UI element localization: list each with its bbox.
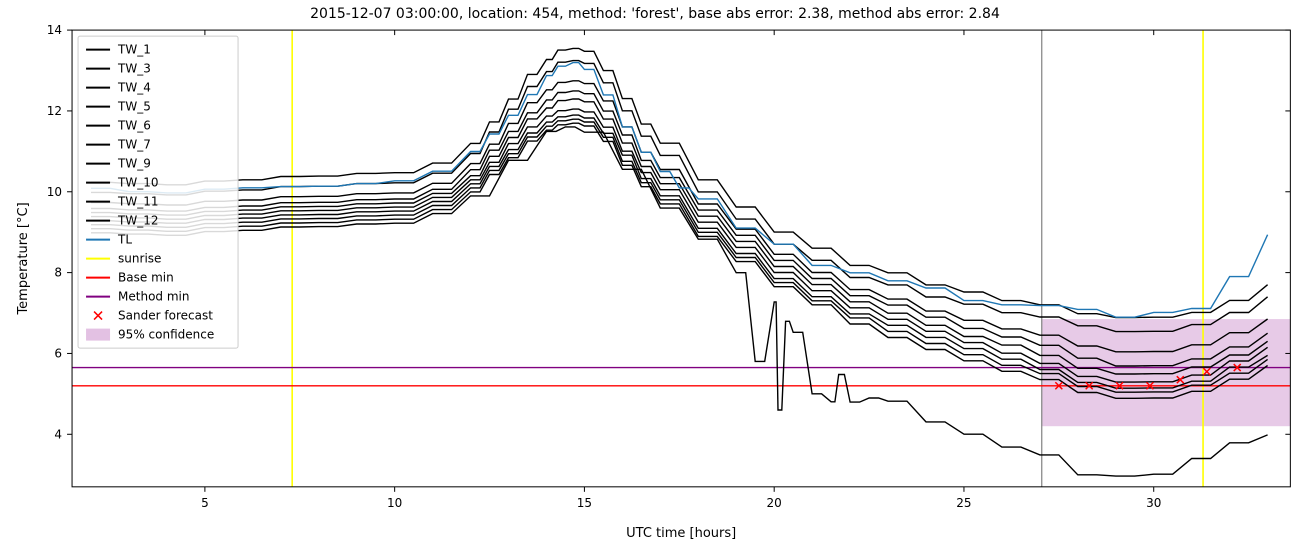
- x-axis-label: UTC time [hours]: [626, 526, 736, 541]
- legend: TW_1 TW_3 TW_4 TW_5 TW_6 TW_7 TW_9 TW_10 TW_11 TW…: [78, 36, 238, 348]
- legend-label: TW_6: [117, 119, 151, 133]
- x-tick-label: 5: [201, 496, 209, 510]
- legend-label: TW_10: [117, 176, 158, 190]
- legend-label: 95% confidence: [118, 328, 214, 342]
- legend-label: TW_9: [117, 157, 151, 171]
- legend-label: TW_7: [117, 138, 151, 152]
- legend-label: TW_1: [117, 43, 151, 57]
- x-tick-label: 30: [1146, 496, 1161, 510]
- y-tick-label: 6: [54, 346, 62, 360]
- series-TW_4: [91, 81, 1268, 352]
- chart-svg: 2015-12-07 03:00:00, location: 454, meth…: [0, 0, 1310, 547]
- legend-label: sunrise: [118, 252, 161, 266]
- x-tick-label: 20: [767, 496, 782, 510]
- legend-label: Sander forecast: [118, 309, 213, 323]
- y-tick-label: 4: [54, 427, 62, 441]
- y-tick-label: 12: [47, 104, 62, 118]
- y-tick-label: 10: [47, 185, 62, 199]
- legend-label: TL: [117, 233, 132, 247]
- x-tick-label: 15: [577, 496, 592, 510]
- legend-label: TW_5: [117, 100, 151, 114]
- legend-label: Base min: [118, 271, 174, 285]
- y-tick-label: 8: [54, 266, 62, 280]
- legend-label: TW_11: [117, 195, 158, 209]
- legend-label: TW_3: [117, 62, 151, 76]
- y-axis-label: Temperature [°C]: [16, 202, 31, 315]
- legend-label: Method min: [118, 290, 189, 304]
- legend-label: TW_4: [117, 81, 151, 95]
- series-TW_1: [91, 48, 1268, 317]
- x-tick-label: 25: [956, 496, 971, 510]
- plot-area: [72, 30, 1290, 487]
- y-tick-label: 14: [47, 23, 62, 37]
- chart-container: 2015-12-07 03:00:00, location: 454, meth…: [0, 0, 1310, 547]
- chart-title: 2015-12-07 03:00:00, location: 454, meth…: [310, 6, 1000, 22]
- legend-label: TW_12: [117, 214, 158, 228]
- x-tick-label: 10: [387, 496, 402, 510]
- confidence-band: [1042, 319, 1291, 426]
